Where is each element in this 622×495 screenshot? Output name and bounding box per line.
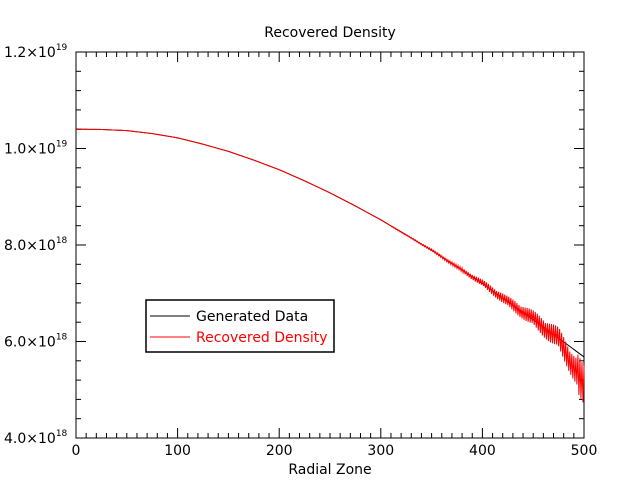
plot-area xyxy=(75,51,585,439)
x-tick-label: 100 xyxy=(164,443,191,459)
y-axis: 4.0×1018 6.0×1018 8.0×1018 1.0×1019 1.2×1019 xyxy=(4,43,584,447)
x-tick-label: 200 xyxy=(266,443,293,459)
y-tick-label: 8.0×1018 xyxy=(4,236,68,254)
chart-title: Recovered Density xyxy=(264,25,396,41)
legend: Generated Data Recovered Density xyxy=(145,299,335,353)
y-tick-label: 1.0×1019 xyxy=(4,140,68,158)
series-layer xyxy=(75,128,585,403)
x-axis: 0 100 200 300 400 500 xyxy=(72,52,598,459)
y-tick-label: 1.2×1019 xyxy=(4,43,68,61)
legend-label-generated: Generated Data xyxy=(196,309,308,325)
y-tick-label: 4.0×1018 xyxy=(4,429,68,447)
x-tick-label: 0 xyxy=(72,443,81,459)
x-tick-label: 400 xyxy=(469,443,496,459)
x-tick-label: 300 xyxy=(367,443,394,459)
plot-frame xyxy=(75,51,585,439)
legend-box xyxy=(145,299,335,353)
series-line-recovered xyxy=(75,128,585,403)
x-axis-label: Radial Zone xyxy=(288,462,371,478)
legend-label-recovered: Recovered Density xyxy=(196,330,328,346)
y-tick-label: 6.0×1018 xyxy=(4,333,68,351)
x-tick-label: 500 xyxy=(571,443,598,459)
